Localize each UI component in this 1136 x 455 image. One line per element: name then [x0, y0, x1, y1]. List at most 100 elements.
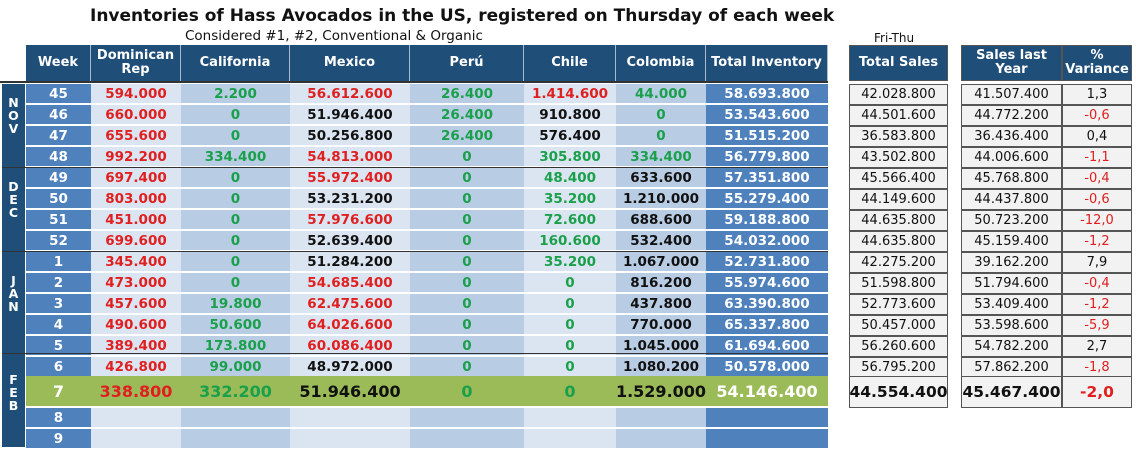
cell-cal: 0 — [181, 231, 290, 251]
side-cell-var: -5,9 — [1062, 315, 1132, 336]
cell-cal — [181, 408, 290, 428]
cell-cal: 2.200 — [181, 84, 290, 104]
cell-cal: 332.200 — [181, 376, 290, 407]
cell-peru — [410, 429, 524, 449]
cell-mex: 54.813.000 — [290, 147, 410, 167]
table-row: 46 660.000 0 51.946.400 26.400 910.800 0 53.543… — [26, 105, 828, 125]
month-letter: D — [8, 179, 19, 194]
cell-mex: 51.946.400 — [290, 376, 410, 407]
table-row: 3 457.600 19.800 62.475.600 0 0 437.800 63.390.… — [26, 294, 828, 314]
header-colombia: Colombia — [616, 45, 706, 81]
month-letter: N — [8, 95, 19, 110]
header-total-inventory: Total Inventory — [706, 45, 828, 81]
side-cell-var: -2,0 — [1062, 376, 1132, 408]
cell-week: 8 — [26, 408, 91, 428]
table-row: 9 — [26, 429, 828, 449]
cell-chile: 0 — [524, 273, 616, 293]
header-sales-last-year: Sales last Year — [961, 45, 1062, 81]
side-cell-sales: 44.554.400 — [849, 376, 948, 408]
side-cell-var: 0,4 — [1062, 126, 1132, 147]
cell-chile: 0 — [524, 294, 616, 314]
cell-mex: 57.976.600 — [290, 210, 410, 230]
cell-total: 54.032.000 — [706, 231, 828, 251]
side-cell-sales: 45.566.400 — [849, 168, 948, 189]
table-row: 6 426.800 99.000 48.972.000 0 0 1.080.200 50.57… — [26, 357, 828, 377]
table-row: 51 451.000 0 57.976.600 0 72.600 688.600 59.188… — [26, 210, 828, 230]
month-letter: F — [9, 372, 18, 387]
month-separator — [2, 353, 828, 354]
cell-total: 56.779.800 — [706, 147, 828, 167]
cell-chile: 72.600 — [524, 210, 616, 230]
cell-dom: 345.400 — [91, 252, 181, 272]
cell-week: 5 — [26, 336, 91, 356]
cell-week: 45 — [26, 84, 91, 104]
cell-chile: 0 — [524, 376, 616, 407]
table-row: 52 699.600 0 52.639.400 0 160.600 532.400 54.03… — [26, 231, 828, 251]
page-subtitle: Considered #1, #2, Conventional & Organi… — [185, 28, 483, 44]
cell-week: 7 — [26, 376, 91, 407]
side-cell-var: -12,0 — [1062, 210, 1132, 231]
cell-dom: 803.000 — [91, 189, 181, 209]
side-cell-sales: 50.457.000 — [849, 315, 948, 336]
cell-cal — [181, 429, 290, 449]
cell-col: 1.210.000 — [616, 189, 706, 209]
cell-dom: 426.800 — [91, 357, 181, 377]
cell-cal: 19.800 — [181, 294, 290, 314]
cell-total: 63.390.800 — [706, 294, 828, 314]
side-cell-var: -1,8 — [1062, 357, 1132, 378]
cell-dom: 594.000 — [91, 84, 181, 104]
header-california: California — [181, 45, 290, 81]
cell-cal: 50.600 — [181, 315, 290, 335]
side-cell-last: 51.794.600 — [961, 273, 1062, 294]
cell-col: 44.000 — [616, 84, 706, 104]
cell-total: 54.146.400 — [706, 376, 828, 407]
cell-total — [706, 429, 828, 449]
cell-peru: 0 — [410, 315, 524, 335]
header-mexico: Mexico — [290, 45, 410, 81]
table-row: 49 697.400 0 55.972.400 0 48.400 633.600 57.351… — [26, 168, 828, 188]
cell-peru: 0 — [410, 336, 524, 356]
cell-total: 65.337.800 — [706, 315, 828, 335]
cell-dom: 451.000 — [91, 210, 181, 230]
cell-peru: 0 — [410, 252, 524, 272]
side-cell-var: 7,9 — [1062, 252, 1132, 273]
cell-cal: 0 — [181, 252, 290, 272]
cell-col: 1.067.000 — [616, 252, 706, 272]
cell-chile: 48.400 — [524, 168, 616, 188]
cell-week: 46 — [26, 105, 91, 125]
header-dominican: Dominican Rep — [91, 45, 181, 81]
cell-week: 52 — [26, 231, 91, 251]
cell-cal: 0 — [181, 168, 290, 188]
side-cell-sales: 51.598.800 — [849, 273, 948, 294]
side-cell-sales: 56.260.600 — [849, 336, 948, 357]
cell-dom: 992.200 — [91, 147, 181, 167]
cell-dom: 490.600 — [91, 315, 181, 335]
cell-peru: 0 — [410, 376, 524, 407]
cell-dom: 389.400 — [91, 336, 181, 356]
table-row: 2 473.000 0 54.685.400 0 0 816.200 55.974.600 — [26, 273, 828, 293]
side-cell-last: 45.467.400 — [961, 376, 1062, 408]
side-cell-last: 45.768.800 — [961, 168, 1062, 189]
cell-cal: 0 — [181, 273, 290, 293]
cell-mex: 53.231.200 — [290, 189, 410, 209]
cell-col: 334.400 — [616, 147, 706, 167]
cell-mex: 51.946.400 — [290, 105, 410, 125]
side-cell-sales: 56.795.200 — [849, 357, 948, 378]
cell-col: 0 — [616, 105, 706, 125]
cell-total: 52.731.800 — [706, 252, 828, 272]
cell-total: 55.279.400 — [706, 189, 828, 209]
cell-chile: 35.200 — [524, 252, 616, 272]
month-separator — [2, 167, 828, 168]
month-letter: N — [8, 299, 19, 314]
cell-peru: 0 — [410, 357, 524, 377]
cell-total — [706, 408, 828, 428]
cell-chile: 0 — [524, 336, 616, 356]
table-row: 1 345.400 0 51.284.200 0 35.200 1.067.000 52.73… — [26, 252, 828, 272]
header-chile: Chile — [524, 45, 616, 81]
side-cell-last: 39.162.200 — [961, 252, 1062, 273]
cell-chile: 576.400 — [524, 126, 616, 146]
side-cell-sales: 36.583.800 — [849, 126, 948, 147]
side-cell-last: 53.409.400 — [961, 294, 1062, 315]
side-cell-sales: 44.501.600 — [849, 105, 948, 126]
